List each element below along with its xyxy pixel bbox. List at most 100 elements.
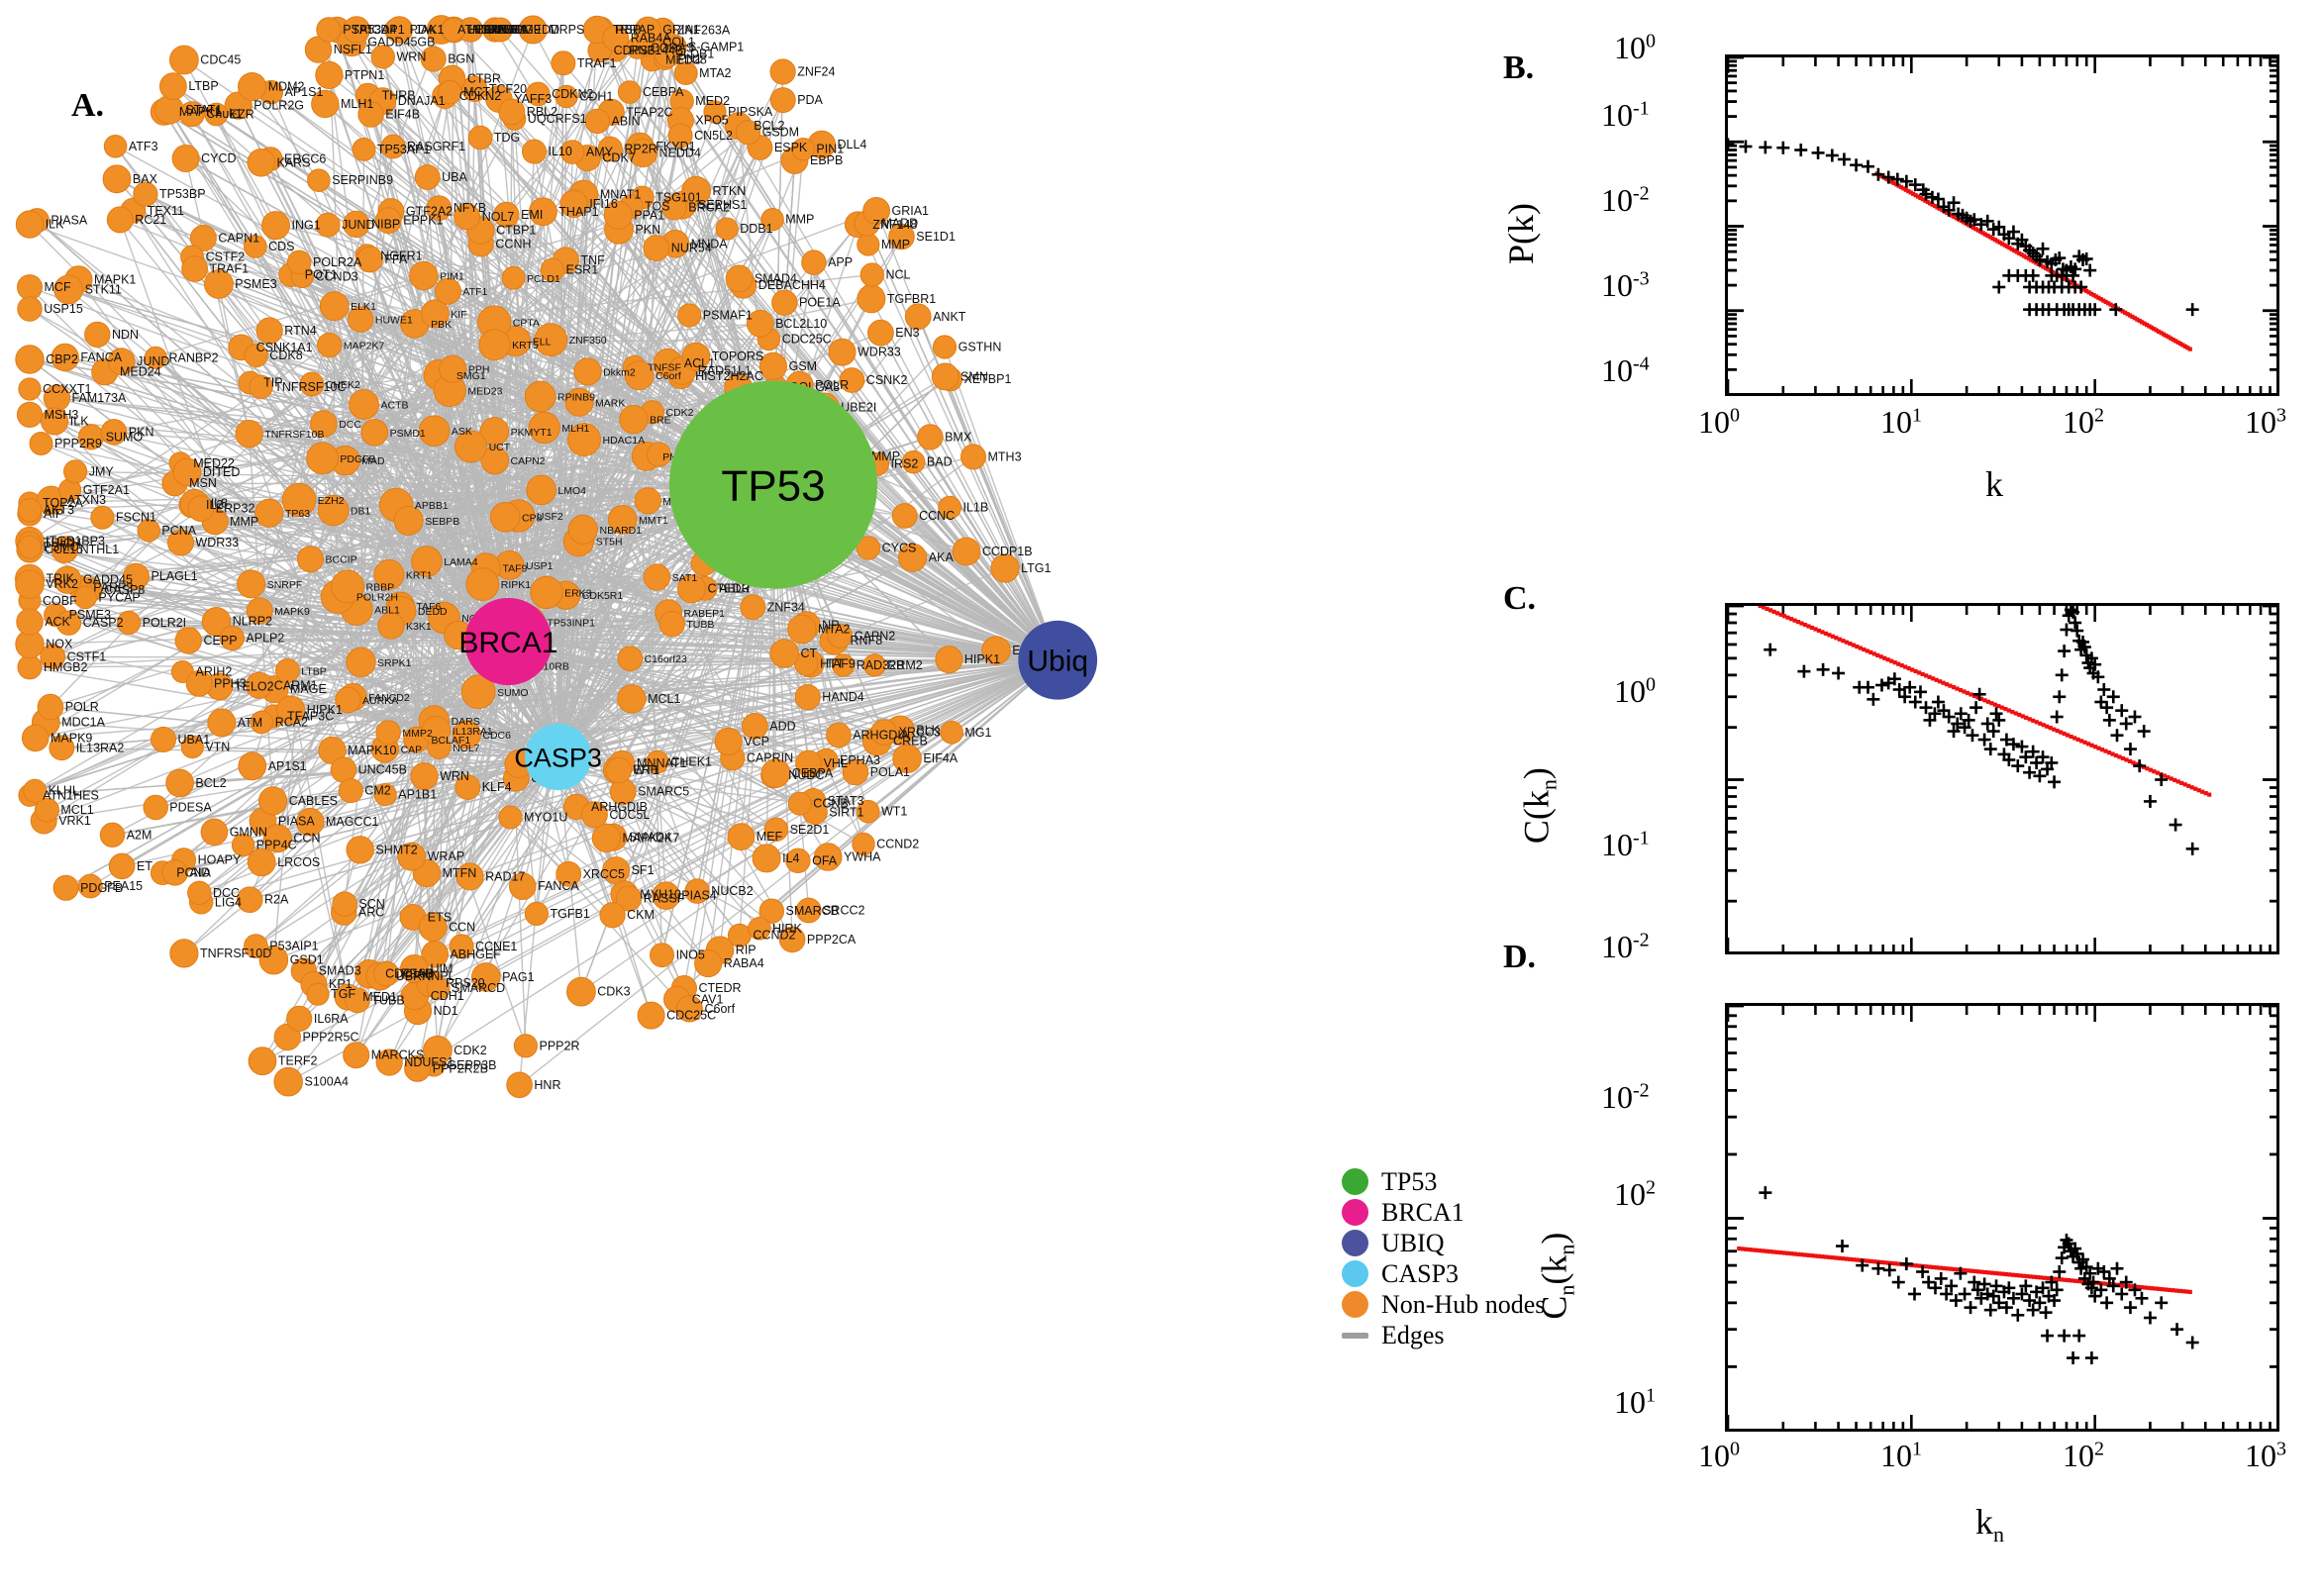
svg-text:IL1B: IL1B <box>963 501 989 515</box>
panel-d-xtick-3: 103 <box>2245 1438 2286 1473</box>
svg-text:A2M: A2M <box>127 828 152 842</box>
svg-text:WDR33: WDR33 <box>858 346 901 359</box>
svg-text:WRAP: WRAP <box>428 849 465 863</box>
svg-text:CORAS: CORAS <box>651 41 694 54</box>
legend-label-casp3: CASP3 <box>1381 1258 1460 1288</box>
svg-text:CCL15: CCL15 <box>45 543 83 556</box>
svg-text:SCN: SCN <box>358 897 384 911</box>
panel-c-plot-frame <box>1725 603 2279 954</box>
svg-text:TNF: TNF <box>581 253 606 267</box>
svg-text:NEDD4: NEDD4 <box>659 146 701 159</box>
svg-text:POLR: POLR <box>65 700 99 714</box>
svg-text:RP2R: RP2R <box>624 143 656 156</box>
svg-text:PSMC: PSMC <box>44 541 79 554</box>
svg-text:INO5: INO5 <box>676 948 705 962</box>
svg-text:MAP2K7: MAP2K7 <box>344 341 385 352</box>
svg-text:TP53INP1: TP53INP1 <box>548 618 596 630</box>
svg-text:SMARCB: SMARCB <box>786 904 839 918</box>
svg-text:NUDC: NUDC <box>788 768 824 782</box>
svg-text:MSN: MSN <box>189 476 217 490</box>
svg-text:MAGCC1: MAGCC1 <box>326 815 379 829</box>
svg-text:FANCA: FANCA <box>538 879 579 893</box>
svg-text:PAG1: PAG1 <box>502 970 534 984</box>
svg-text:TELO2: TELO2 <box>235 679 274 693</box>
svg-text:ATN1HES: ATN1HES <box>43 788 99 802</box>
svg-text:ACL1: ACL1 <box>684 356 715 370</box>
svg-text:MG1: MG1 <box>964 726 991 740</box>
svg-text:SMAD4: SMAD4 <box>755 271 797 285</box>
svg-text:NLRP2: NLRP2 <box>233 615 272 629</box>
svg-text:ABL3: ABL3 <box>719 581 750 595</box>
svg-text:BCL2L10: BCL2L10 <box>775 317 827 331</box>
svg-text:SMN: SMN <box>960 369 988 383</box>
svg-text:DCC: DCC <box>339 419 361 431</box>
svg-text:MNAT1: MNAT1 <box>600 187 641 201</box>
svg-text:HTT: HTT <box>820 656 845 670</box>
legend-item: Non-Hub nodes <box>1342 1289 1545 1320</box>
svg-text:ATM: ATM <box>238 716 262 730</box>
svg-text:CEBPA: CEBPA <box>643 85 684 99</box>
svg-text:ARHGDIA: ARHGDIA <box>853 729 910 743</box>
svg-text:SNRPF: SNRPF <box>267 579 303 591</box>
svg-text:PPP2R5C: PPP2R5C <box>303 1030 359 1044</box>
svg-text:SEBPB: SEBPB <box>425 516 459 528</box>
svg-text:RBL2: RBL2 <box>527 105 557 119</box>
svg-text:UNC45B: UNC45B <box>358 763 407 777</box>
svg-text:PIASA: PIASA <box>278 814 315 828</box>
svg-text:HIRK: HIRK <box>772 922 803 936</box>
svg-text:POLR: POLR <box>815 378 849 392</box>
svg-text:EIF4A: EIF4A <box>923 751 958 765</box>
svg-text:ASK: ASK <box>452 426 472 438</box>
svg-text:CEPP: CEPP <box>204 634 238 648</box>
svg-text:SE1D1: SE1D1 <box>916 230 956 244</box>
svg-text:RPINB9: RPINB9 <box>557 392 595 404</box>
svg-text:MAPK10: MAPK10 <box>348 744 396 757</box>
svg-text:HUWE1: HUWE1 <box>375 315 413 327</box>
svg-text:ITGB1BP3: ITGB1BP3 <box>46 535 105 549</box>
svg-text:PDA: PDA <box>410 23 436 37</box>
svg-text:APLP2: APLP2 <box>246 632 284 646</box>
panel-c-ylabel: C(kn) <box>1516 767 1562 845</box>
svg-text:JUND: JUND <box>342 218 374 232</box>
svg-text:IL2: IL2 <box>206 498 223 512</box>
panel-d-label: D. <box>1503 939 1537 975</box>
svg-text:EIF4B: EIF4B <box>385 108 420 122</box>
svg-text:CDK5R1: CDK5R1 <box>582 590 624 602</box>
svg-text:TUBB: TUBB <box>686 619 714 631</box>
svg-text:POLR2A: POLR2A <box>313 255 362 269</box>
svg-text:ET: ET <box>137 859 152 873</box>
svg-text:MED2: MED2 <box>695 94 730 108</box>
svg-text:TRIK: TRIK <box>47 572 75 586</box>
svg-text:IL6RA: IL6RA <box>314 1012 349 1026</box>
svg-text:CDC25C: CDC25C <box>666 1009 716 1023</box>
svg-text:TNFRSF10D: TNFRSF10D <box>200 947 271 960</box>
panel-d-ytick-0: 10-2 <box>1601 1079 1650 1115</box>
svg-text:CCNH: CCNH <box>495 237 531 250</box>
svg-text:MSH3: MSH3 <box>45 408 79 422</box>
svg-text:ATN1HES: ATN1HES <box>457 23 514 37</box>
svg-text:UQCRFS1: UQCRFS1 <box>528 112 587 126</box>
svg-text:TRAF1: TRAF1 <box>577 56 617 70</box>
panel-d-ylabel: Cn(kn) <box>1534 1232 1579 1320</box>
panel-b-label: B. <box>1503 50 1535 86</box>
svg-text:Dkkm2: Dkkm2 <box>603 366 636 378</box>
svg-text:TRAF1: TRAF1 <box>210 262 250 276</box>
svg-text:GEPP3B: GEPP3B <box>447 1058 496 1072</box>
svg-text:TDG: TDG <box>494 131 520 145</box>
svg-text:JMY: JMY <box>89 464 115 478</box>
svg-text:EBPB: EBPB <box>810 153 843 167</box>
svg-text:CAV1: CAV1 <box>692 992 724 1006</box>
svg-text:GSD1: GSD1 <box>290 953 324 967</box>
svg-text:RAB4A: RAB4A <box>631 32 672 46</box>
svg-text:AURKA: AURKA <box>362 695 398 707</box>
svg-text:CSTF2: CSTF2 <box>206 250 246 264</box>
svg-text:PPP2R9: PPP2R9 <box>54 437 102 450</box>
svg-text:RBP: RBP <box>616 23 642 37</box>
svg-text:SMAD3: SMAD3 <box>319 964 361 978</box>
svg-text:POLA1: POLA1 <box>870 765 910 779</box>
svg-text:PSMAF1: PSMAF1 <box>703 309 753 323</box>
svg-text:RAD17: RAD17 <box>485 869 525 883</box>
legend-item: Edges <box>1342 1320 1545 1350</box>
svg-text:MED1: MED1 <box>362 990 397 1004</box>
svg-text:RNF144B: RNF144B <box>629 44 683 57</box>
